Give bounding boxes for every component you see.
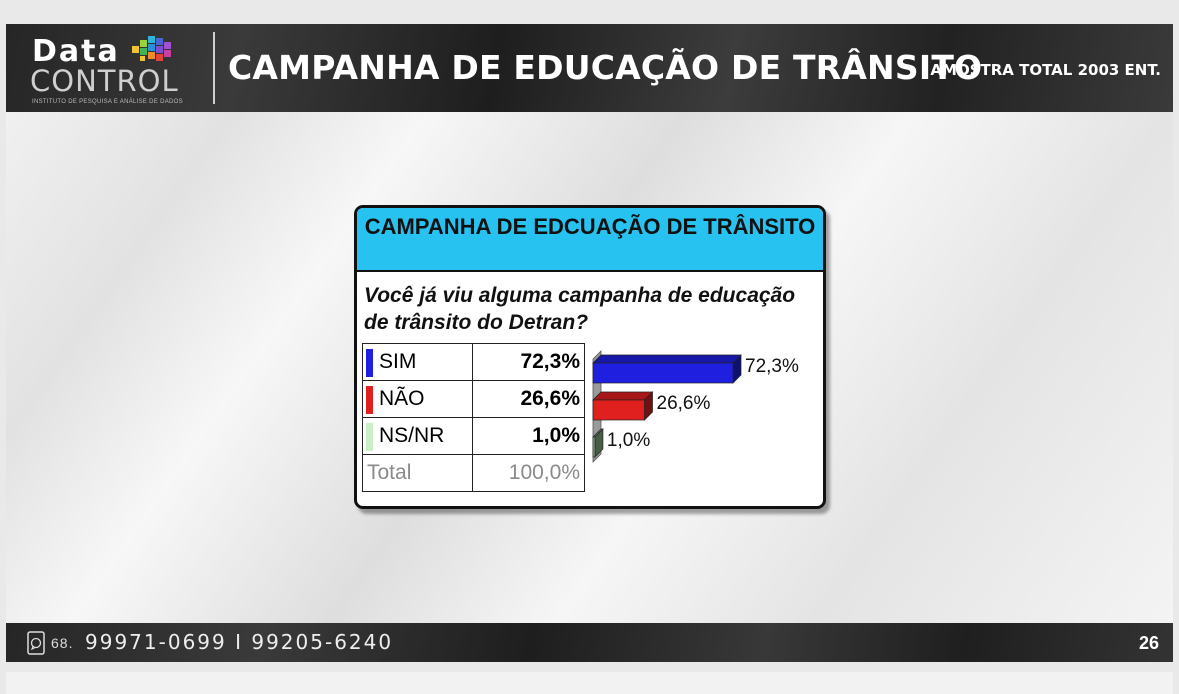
row-label: NS/NR (379, 424, 445, 447)
data-label-0: 72,3% (745, 356, 799, 377)
total-label: Total (362, 454, 473, 492)
phone-prefix: 68. (51, 635, 74, 651)
phone-numbers: 99971-0699 I 99205-6240 (85, 630, 394, 654)
data-label-2: 1,0% (607, 430, 650, 451)
row-label: NÃO (379, 387, 425, 410)
header-bar: Data CONTROL INSTITUTO DE PESQUISA E ANÁ… (6, 24, 1173, 112)
bar-1 (592, 399, 645, 421)
logo-text-top: Data (32, 34, 120, 69)
survey-question: Você já viu alguma campanha de educação … (364, 284, 796, 334)
total-row: Total 100,0% (362, 454, 585, 492)
swatch-sim (366, 349, 373, 377)
survey-card: CAMPANHA DE EDCUAÇÃO DE TRÂNSITO Você já… (354, 205, 826, 509)
header-divider (213, 32, 215, 104)
table-row: NS/NR 1,0% (362, 417, 585, 455)
row-value: 1,0% (472, 417, 585, 455)
row-value: 72,3% (472, 343, 585, 381)
card-title: CAMPANHA DE EDCUAÇÃO DE TRÂNSITO (357, 208, 823, 272)
brain-icon (132, 36, 171, 61)
whatsapp-phone-icon (27, 631, 45, 655)
row-label: SIM (379, 350, 417, 373)
bar-top-0 (592, 354, 742, 364)
table-row: SIM 72,3% (362, 343, 585, 381)
slide: Data CONTROL INSTITUTO DE PESQUISA E ANÁ… (6, 24, 1173, 662)
data-label-1: 26,6% (657, 393, 711, 414)
data-control-logo: Data CONTROL INSTITUTO DE PESQUISA E ANÁ… (28, 34, 200, 108)
swatch-nsnr (366, 423, 373, 451)
bar-2 (592, 436, 596, 458)
sample-size-label: AMOSTRA TOTAL 2003 ENT. (930, 61, 1161, 79)
table-row: NÃO 26,6% (362, 380, 585, 418)
page-number: 26 (1138, 633, 1159, 653)
logo-text-bottom: CONTROL (30, 64, 179, 98)
footer-bar: 68. 99971-0699 I 99205-6240 26 (6, 623, 1173, 662)
row-value: 26,6% (472, 380, 585, 418)
bar-chart: 72,3% 26,6% 1,0% (592, 350, 799, 463)
next-slide-edge (6, 672, 1173, 694)
total-value: 100,0% (472, 454, 585, 492)
results-table: SIM 72,3% NÃO 26,6% NS/NR 1,0% Total 100… (362, 343, 585, 492)
bar-top-1 (592, 391, 654, 401)
logo-tagline: INSTITUTO DE PESQUISA E ANÁLISE DE DADOS (32, 99, 183, 105)
bar-0 (592, 362, 734, 384)
page-title: CAMPANHA DE EDUCAÇÃO DE TRÂNSITO (228, 48, 983, 87)
swatch-nao (366, 386, 373, 414)
